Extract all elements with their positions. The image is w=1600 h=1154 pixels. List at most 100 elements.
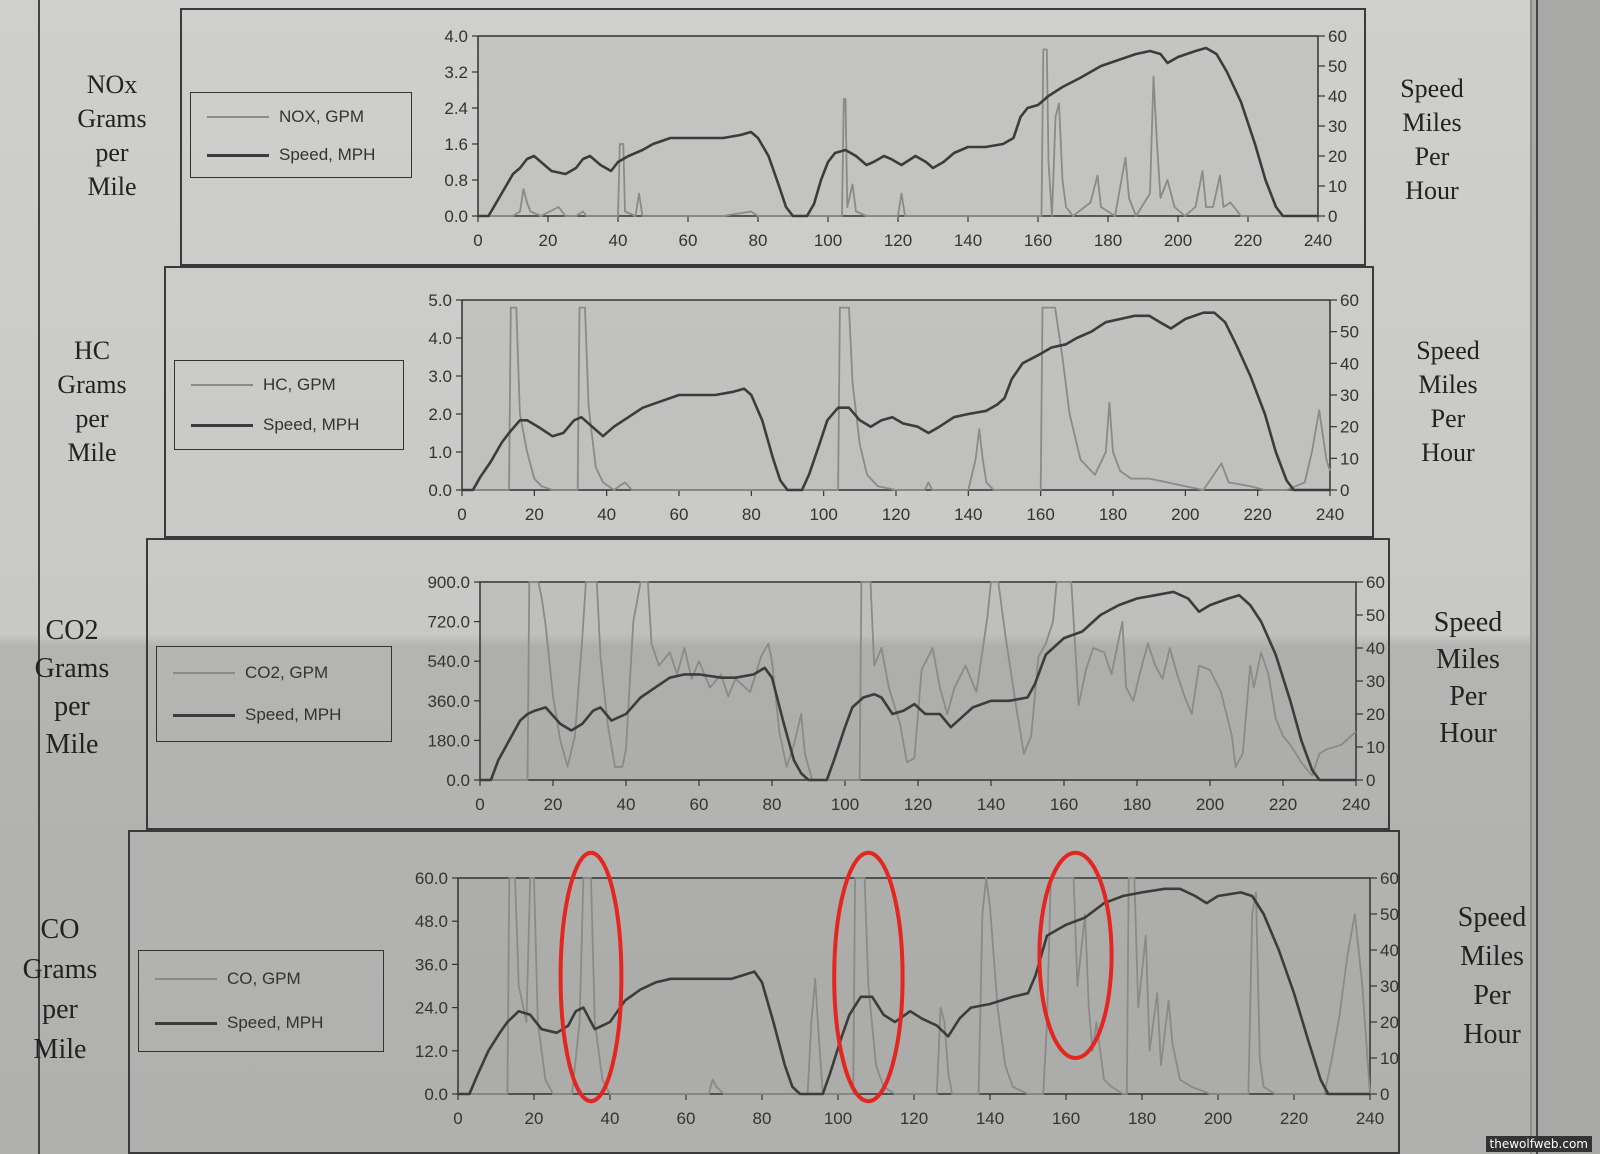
x-tick-label: 140: [976, 1109, 1004, 1128]
y-right-tick-label: 10: [1380, 1049, 1399, 1068]
emission-series-line: [480, 581, 1357, 781]
x-tick-label: 0: [473, 231, 482, 250]
legend-swatch-emission: [155, 978, 217, 980]
x-tick-label: 240: [1342, 795, 1370, 814]
page-edge: [1530, 0, 1600, 1154]
x-tick-label: 220: [1243, 505, 1271, 524]
plot-area: [457, 877, 1371, 1095]
y-left-tick-label: 720.0: [427, 613, 470, 632]
x-tick-label: 220: [1234, 231, 1262, 250]
y-left-tick-label: 60.0: [415, 869, 448, 888]
speed-series-line: [480, 590, 1356, 782]
watermark: thewolfweb.com: [1485, 1136, 1592, 1152]
annotation-circle: [832, 850, 905, 1104]
x-tick-label: 60: [679, 231, 698, 250]
x-tick-label: 20: [544, 795, 563, 814]
nox-right-label: Speed Miles Per Hour: [1400, 74, 1464, 205]
y-left-tick-label: 3.2: [444, 63, 468, 82]
y-left-tick-label: 540.0: [427, 652, 470, 671]
y-right-tick-label: 50: [1366, 606, 1385, 625]
legend-swatch-speed: [155, 1022, 217, 1025]
y-right-tick-label: 20: [1340, 418, 1359, 437]
y-left-tick-label: 360.0: [427, 692, 470, 711]
x-tick-label: 180: [1123, 795, 1151, 814]
outer-frame: [38, 0, 1538, 1154]
x-tick-label: 80: [742, 505, 761, 524]
plot-area: [461, 299, 1331, 491]
x-tick-label: 20: [539, 231, 558, 250]
x-tick-label: 60: [677, 1109, 696, 1128]
y-right-tick-label: 40: [1366, 639, 1385, 658]
y-left-tick-label: 3.0: [428, 367, 452, 386]
y-left-tick-label: 180.0: [427, 731, 470, 750]
y-left-tick-label: 2.4: [444, 99, 468, 118]
y-left-tick-label: 0.0: [428, 481, 452, 500]
x-tick-label: 0: [453, 1109, 462, 1128]
speed-series-line: [458, 887, 1370, 1096]
x-tick-label: 120: [904, 795, 932, 814]
x-tick-label: 200: [1171, 505, 1199, 524]
x-tick-label: 200: [1164, 231, 1192, 250]
co2-right-label: Speed Miles Per Hour: [1433, 607, 1503, 749]
x-tick-label: 40: [601, 1109, 620, 1128]
y-right-tick-label: 40: [1340, 354, 1359, 373]
legend-speed-label: Speed, MPH: [279, 145, 376, 164]
legend-emission-label: CO, GPM: [227, 969, 301, 988]
legend-swatch-speed: [173, 714, 235, 717]
y-right-tick-label: 0: [1380, 1085, 1389, 1104]
x-tick-label: 200: [1204, 1109, 1232, 1128]
x-tick-label: 60: [670, 505, 689, 524]
y-left-tick-label: 0.0: [424, 1085, 448, 1104]
x-tick-label: 100: [824, 1109, 852, 1128]
x-tick-label: 80: [763, 795, 782, 814]
x-tick-label: 100: [814, 231, 842, 250]
y-right-tick-label: 30: [1366, 672, 1385, 691]
y-right-tick-label: 0: [1328, 207, 1337, 226]
y-left-tick-label: 12.0: [415, 1042, 448, 1061]
x-tick-label: 180: [1094, 231, 1122, 250]
y-left-tick-label: 0.0: [446, 771, 470, 790]
y-right-tick-label: 0: [1366, 771, 1375, 790]
x-tick-label: 0: [475, 795, 484, 814]
x-tick-label: 120: [882, 505, 910, 524]
y-right-tick-label: 30: [1340, 386, 1359, 405]
x-tick-label: 100: [831, 795, 859, 814]
y-left-tick-label: 36.0: [415, 955, 448, 974]
y-right-tick-label: 40: [1328, 87, 1347, 106]
emission-series-line: [462, 306, 1331, 491]
x-tick-label: 20: [525, 505, 544, 524]
nox-left-label: NOx Grams per Mile: [77, 70, 147, 201]
y-left-tick-label: 900.0: [427, 573, 470, 592]
legend-speed-label: Speed, MPH: [227, 1013, 324, 1032]
y-left-tick-label: 2.0: [428, 405, 452, 424]
x-tick-label: 0: [457, 505, 466, 524]
x-tick-label: 160: [1026, 505, 1054, 524]
co-right-label: Speed Miles Per Hour: [1457, 902, 1527, 1050]
x-tick-label: 140: [954, 231, 982, 250]
legend-swatch-emission: [173, 672, 235, 674]
y-right-tick-label: 20: [1380, 1013, 1399, 1032]
y-right-tick-label: 30: [1380, 977, 1399, 996]
y-right-tick-label: 60: [1366, 573, 1385, 592]
x-tick-label: 120: [900, 1109, 928, 1128]
panel-nox: [180, 8, 1366, 266]
panel-co: [128, 830, 1400, 1154]
legend-swatch-emission: [191, 384, 253, 386]
co2-left-label: CO2 Grams per Mile: [34, 615, 110, 760]
annotation-circle: [558, 850, 624, 1104]
y-right-tick-label: 40: [1380, 941, 1399, 960]
legend-swatch-speed: [191, 424, 253, 427]
y-right-tick-label: 20: [1366, 705, 1385, 724]
legend-speed-label: Speed, MPH: [245, 705, 342, 724]
x-tick-label: 80: [749, 231, 768, 250]
x-tick-label: 60: [690, 795, 709, 814]
legend-speed-label: Speed, MPH: [263, 415, 360, 434]
legend-swatch-emission: [207, 116, 269, 118]
nox-legend: NOX, GPM Speed, MPH: [190, 92, 412, 178]
y-right-tick-label: 0: [1340, 481, 1349, 500]
y-right-tick-label: 30: [1328, 117, 1347, 136]
y-right-tick-label: 20: [1328, 147, 1347, 166]
